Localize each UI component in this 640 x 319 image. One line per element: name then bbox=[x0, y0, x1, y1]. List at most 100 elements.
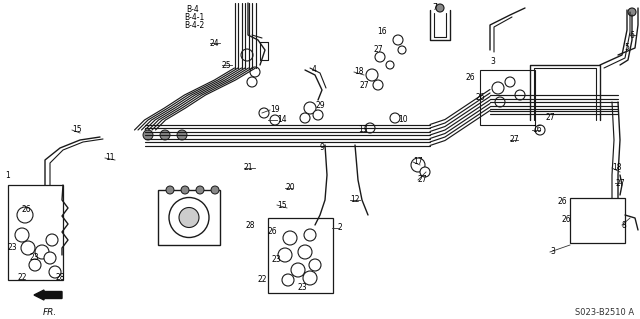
Bar bbox=[480, 70, 535, 125]
Circle shape bbox=[49, 266, 61, 278]
Circle shape bbox=[309, 259, 321, 271]
Circle shape bbox=[365, 123, 375, 133]
Circle shape bbox=[393, 35, 403, 45]
Circle shape bbox=[166, 186, 174, 194]
Text: 8: 8 bbox=[622, 220, 627, 229]
Text: 10: 10 bbox=[398, 115, 408, 124]
Circle shape bbox=[270, 115, 280, 125]
Circle shape bbox=[241, 49, 253, 61]
Circle shape bbox=[179, 207, 199, 227]
Text: 23: 23 bbox=[8, 243, 18, 253]
Circle shape bbox=[143, 130, 153, 140]
Text: 26: 26 bbox=[22, 205, 31, 214]
Text: 27: 27 bbox=[374, 46, 383, 55]
Circle shape bbox=[21, 241, 35, 255]
Text: 5: 5 bbox=[624, 43, 629, 53]
Circle shape bbox=[492, 82, 504, 94]
Bar bbox=[158, 190, 220, 245]
Circle shape bbox=[291, 263, 305, 277]
Circle shape bbox=[211, 186, 219, 194]
Text: 2: 2 bbox=[338, 224, 343, 233]
Text: 27: 27 bbox=[360, 80, 370, 90]
Text: 26: 26 bbox=[465, 73, 475, 83]
Circle shape bbox=[628, 8, 636, 16]
Circle shape bbox=[44, 252, 56, 264]
Circle shape bbox=[313, 110, 323, 120]
Circle shape bbox=[303, 271, 317, 285]
Circle shape bbox=[436, 4, 444, 12]
Circle shape bbox=[298, 245, 312, 259]
Text: 15: 15 bbox=[72, 125, 82, 135]
Text: 16: 16 bbox=[532, 125, 541, 135]
Circle shape bbox=[169, 197, 209, 238]
Text: B-4-2: B-4-2 bbox=[184, 21, 204, 31]
Circle shape bbox=[196, 186, 204, 194]
Text: 3: 3 bbox=[490, 57, 495, 66]
Text: B-4-1: B-4-1 bbox=[184, 13, 204, 23]
Circle shape bbox=[282, 274, 294, 286]
Text: 26: 26 bbox=[475, 93, 484, 102]
Circle shape bbox=[495, 97, 505, 107]
Circle shape bbox=[247, 77, 257, 87]
Text: 23: 23 bbox=[298, 284, 308, 293]
Bar bbox=[8, 185, 63, 280]
Circle shape bbox=[29, 259, 41, 271]
Circle shape bbox=[515, 90, 525, 100]
Circle shape bbox=[300, 113, 310, 123]
Text: 27: 27 bbox=[615, 179, 625, 188]
Text: 26: 26 bbox=[268, 227, 278, 236]
Text: B-4: B-4 bbox=[186, 5, 199, 14]
Circle shape bbox=[160, 130, 170, 140]
Circle shape bbox=[373, 80, 383, 90]
Text: 28: 28 bbox=[55, 273, 65, 283]
Circle shape bbox=[390, 113, 400, 123]
Text: 27: 27 bbox=[510, 136, 520, 145]
Circle shape bbox=[386, 61, 394, 69]
Circle shape bbox=[366, 69, 378, 81]
Circle shape bbox=[35, 245, 49, 259]
Text: 15: 15 bbox=[277, 201, 287, 210]
Circle shape bbox=[505, 77, 515, 87]
Text: S023-B2510 A: S023-B2510 A bbox=[575, 308, 634, 317]
Text: 24: 24 bbox=[210, 39, 220, 48]
Text: 22: 22 bbox=[18, 273, 28, 283]
Circle shape bbox=[304, 102, 316, 114]
Circle shape bbox=[283, 231, 297, 245]
Text: 25: 25 bbox=[222, 61, 232, 70]
FancyArrow shape bbox=[34, 290, 62, 300]
Text: 23: 23 bbox=[272, 256, 282, 264]
Text: FR.: FR. bbox=[43, 308, 57, 317]
Bar bbox=[268, 218, 333, 293]
Circle shape bbox=[398, 46, 406, 54]
Text: 29: 29 bbox=[315, 101, 324, 110]
Text: 11: 11 bbox=[105, 153, 115, 162]
Text: 17: 17 bbox=[413, 158, 422, 167]
Text: 13: 13 bbox=[358, 125, 367, 135]
Circle shape bbox=[250, 67, 260, 77]
Text: 12: 12 bbox=[350, 196, 360, 204]
Circle shape bbox=[304, 229, 316, 241]
Text: 27: 27 bbox=[418, 175, 428, 184]
Text: 3: 3 bbox=[550, 248, 555, 256]
Circle shape bbox=[375, 52, 385, 62]
Text: 16: 16 bbox=[377, 27, 387, 36]
Text: 26: 26 bbox=[562, 216, 572, 225]
Circle shape bbox=[535, 125, 545, 135]
Text: 27: 27 bbox=[545, 114, 555, 122]
Text: 18: 18 bbox=[612, 164, 621, 173]
Text: 7: 7 bbox=[432, 4, 437, 12]
Text: 4: 4 bbox=[312, 65, 317, 75]
Text: 20: 20 bbox=[285, 183, 294, 192]
Circle shape bbox=[181, 186, 189, 194]
Text: 28: 28 bbox=[246, 220, 255, 229]
Circle shape bbox=[46, 234, 58, 246]
Text: 23: 23 bbox=[30, 254, 40, 263]
Text: 18: 18 bbox=[354, 68, 364, 77]
Circle shape bbox=[411, 158, 425, 172]
Text: 22: 22 bbox=[258, 276, 268, 285]
Circle shape bbox=[177, 130, 187, 140]
Text: 9: 9 bbox=[320, 144, 325, 152]
Bar bbox=[570, 198, 625, 243]
Text: 21: 21 bbox=[244, 164, 253, 173]
Circle shape bbox=[420, 167, 430, 177]
